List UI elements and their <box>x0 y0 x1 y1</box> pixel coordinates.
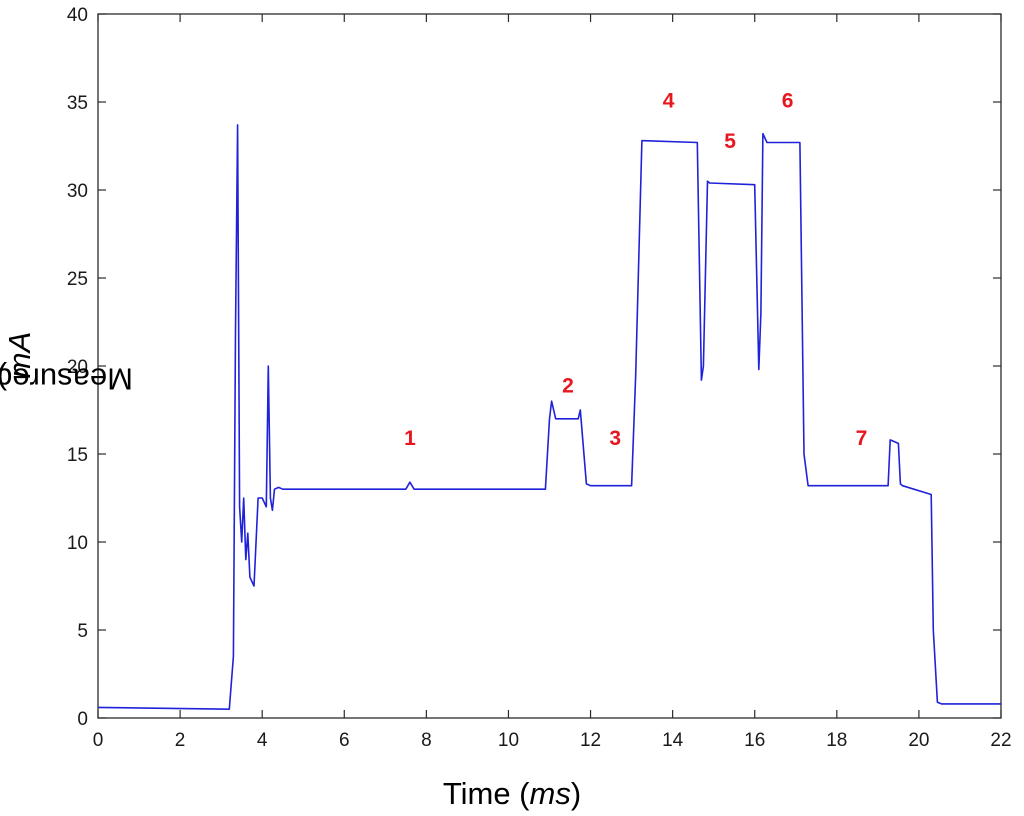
x-tick-label: 22 <box>990 730 1011 751</box>
x-tick-label: 0 <box>93 730 104 751</box>
annotation-label: 6 <box>782 89 794 112</box>
x-tick-label: 20 <box>908 730 929 751</box>
x-tick-label: 18 <box>826 730 847 751</box>
annotation-label: 7 <box>856 427 868 450</box>
y-axis-label: Measured current (mA) <box>0 331 133 397</box>
series-line <box>97 124 1001 711</box>
x-axis-label: Time (ms) <box>442 776 582 811</box>
x-tick-label: 12 <box>580 730 601 751</box>
y-tick-label: 5 <box>77 621 88 642</box>
annotation-label: 4 <box>663 89 675 112</box>
x-tick-label: 16 <box>744 730 765 751</box>
annotation-label: 1 <box>404 427 416 450</box>
annotation-label: 2 <box>562 374 574 397</box>
annotations: 1 2 3 4 5 6 7 <box>404 89 867 450</box>
x-tick-label: 14 <box>662 730 684 751</box>
y-tick-label: 40 <box>67 5 88 26</box>
y-tick-label: 10 <box>67 533 88 554</box>
y-tick-label: 30 <box>67 181 88 202</box>
y-tick-label: 15 <box>67 445 88 466</box>
x-tick-label: 2 <box>175 730 186 751</box>
y-tick-label: 20 <box>67 357 88 378</box>
series-group <box>97 124 1001 711</box>
y-tick-label: 35 <box>67 93 88 114</box>
x-tick-label: 6 <box>339 730 350 751</box>
y-tick-label: 25 <box>67 269 88 290</box>
annotation-label: 3 <box>609 427 621 450</box>
y-tick-label: 0 <box>77 709 88 730</box>
x-tick-label: 4 <box>257 730 268 751</box>
x-tick-label: 10 <box>498 730 519 751</box>
plot-area <box>97 13 1002 719</box>
x-tick-label: 8 <box>421 730 432 751</box>
annotation-label: 5 <box>724 130 736 153</box>
